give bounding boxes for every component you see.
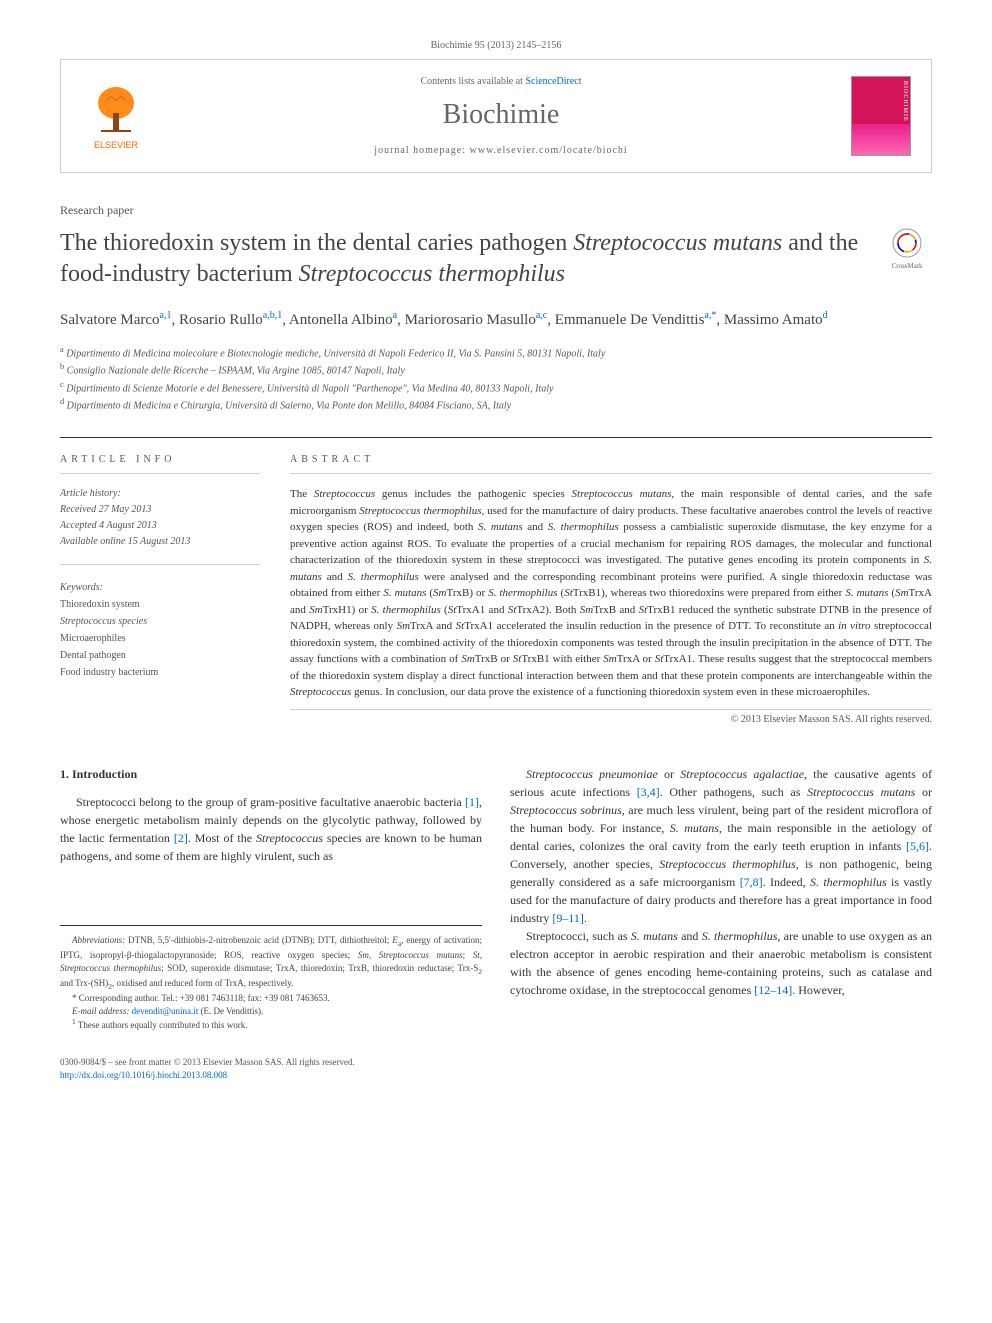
section-heading: 1. Introduction xyxy=(60,765,482,783)
article-info-sidebar: ARTICLE INFO Article history: Received 2… xyxy=(60,454,260,725)
body-column-right: Streptococcus pneumoniae or Streptococcu… xyxy=(510,765,932,1081)
email-footnote: E-mail address: devendit@unina.it (E. De… xyxy=(60,1005,482,1018)
keywords: Keywords: Thioredoxin system Streptococc… xyxy=(60,579,260,681)
abbreviations-footnote: Abbreviations: DTNB, 5,5′-dithiobis-2-ni… xyxy=(60,934,482,992)
body-paragraph: Streptococci, such as S. mutans and S. t… xyxy=(510,927,932,999)
journal-masthead: ELSEVIER Contents lists available at Sci… xyxy=(60,59,932,173)
title-species-1: Streptococcus mutans xyxy=(573,230,782,256)
issn-copyright: 0300-9084/$ – see front matter © 2013 El… xyxy=(60,1056,482,1069)
abstract-copyright: © 2013 Elsevier Masson SAS. All rights r… xyxy=(290,714,932,725)
article-history: Article history: Received 27 May 2013 Ac… xyxy=(60,486,260,565)
keyword-item: Thioredoxin system xyxy=(60,596,260,613)
page-footer: 0300-9084/$ – see front matter © 2013 El… xyxy=(60,1056,482,1081)
article-info-heading: ARTICLE INFO xyxy=(60,454,260,474)
keyword-item: Microaerophiles xyxy=(60,630,260,647)
abstract-column: ABSTRACT The Streptococcus genus include… xyxy=(290,454,932,725)
keyword-item: Dental pathogen xyxy=(60,647,260,664)
affiliation-b: b Consiglio Nazionale delle Ricerche – I… xyxy=(60,361,932,378)
footnotes: Abbreviations: DTNB, 5,5′-dithiobis-2-ni… xyxy=(60,925,482,1032)
body-column-left: 1. Introduction Streptococci belong to t… xyxy=(60,765,482,1081)
affiliation-c: c Dipartimento di Scienze Motorie e del … xyxy=(60,379,932,396)
body-paragraph: Streptococci belong to the group of gram… xyxy=(60,793,482,865)
abstract-heading: ABSTRACT xyxy=(290,454,932,474)
affiliation-d: d Dipartimento di Medicina e Chirurgia, … xyxy=(60,396,932,413)
body-paragraph: Streptococcus pneumoniae or Streptococcu… xyxy=(510,765,932,927)
keywords-label: Keywords: xyxy=(60,579,260,596)
accepted-date: Accepted 4 August 2013 xyxy=(60,518,260,534)
corresponding-author-footnote: * Corresponding author. Tel.: +39 081 74… xyxy=(60,992,482,1005)
crossmark-label: CrossMark xyxy=(882,262,932,270)
keyword-item: Food industry bacterium xyxy=(60,664,260,681)
article-title: The thioredoxin system in the dental car… xyxy=(60,228,882,290)
elsevier-label: ELSEVIER xyxy=(94,140,138,150)
received-date: Received 27 May 2013 xyxy=(60,502,260,518)
sciencedirect-link[interactable]: ScienceDirect xyxy=(525,76,581,87)
cover-label: BIOCHIMIE xyxy=(902,81,908,122)
title-text-1: The thioredoxin system in the dental car… xyxy=(60,230,573,256)
journal-homepage: journal homepage: www.elsevier.com/locat… xyxy=(151,145,851,156)
article-type: Research paper xyxy=(60,203,932,218)
elsevier-logo: ELSEVIER xyxy=(81,76,151,156)
crossmark-badge[interactable]: CrossMark xyxy=(882,228,932,270)
homepage-url[interactable]: www.elsevier.com/locate/biochi xyxy=(470,145,628,156)
elsevier-tree-icon xyxy=(91,83,141,138)
affiliation-a: a Dipartimento di Medicina molecolare e … xyxy=(60,344,932,361)
title-species-2: Streptococcus thermophilus xyxy=(299,261,565,287)
contents-prefix: Contents lists available at xyxy=(420,76,525,87)
crossmark-icon xyxy=(892,228,922,258)
equal-contribution-footnote: 1 These authors equally contributed to t… xyxy=(60,1017,482,1032)
doi-link[interactable]: http://dx.doi.org/10.1016/j.biochi.2013.… xyxy=(60,1070,227,1080)
author-list: Salvatore Marcoa,1, Rosario Rulloa,b,1, … xyxy=(60,308,932,332)
journal-cover-thumbnail: BIOCHIMIE xyxy=(851,76,911,156)
homepage-prefix: journal homepage: xyxy=(374,145,469,156)
online-date: Available online 15 August 2013 xyxy=(60,534,260,550)
journal-name: Biochimie xyxy=(151,99,851,131)
email-link[interactable]: devendit@unina.it xyxy=(132,1006,199,1016)
citation-header: Biochimie 95 (2013) 2145–2156 xyxy=(60,40,932,51)
keyword-item: Streptococcus species xyxy=(60,613,260,630)
affiliations: a Dipartimento di Medicina molecolare e … xyxy=(60,344,932,413)
contents-available: Contents lists available at ScienceDirec… xyxy=(151,76,851,87)
abstract-text: The Streptococcus genus includes the pat… xyxy=(290,486,932,710)
history-label: Article history: xyxy=(60,486,260,502)
